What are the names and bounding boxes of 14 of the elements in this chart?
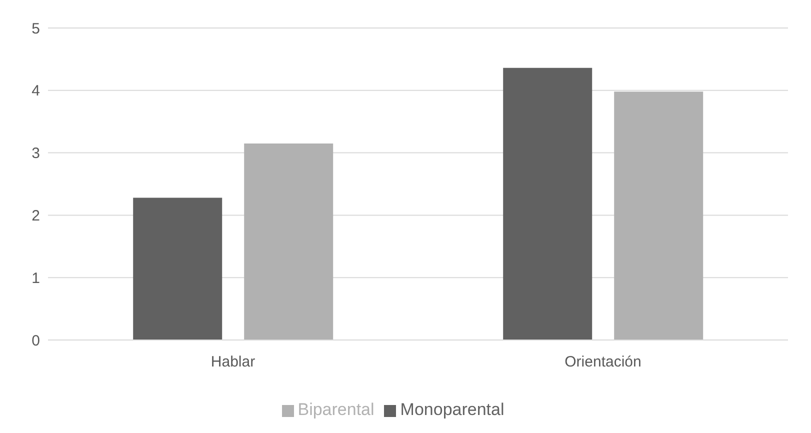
x-tick-label: Hablar	[210, 354, 256, 371]
y-tick-label: 1	[32, 270, 40, 287]
x-tick-label: Orientación	[564, 354, 642, 371]
bar	[133, 198, 222, 340]
y-tick-label: 5	[32, 20, 40, 38]
y-tick-label: 4	[32, 82, 40, 100]
bar	[614, 92, 704, 340]
bar	[503, 68, 592, 340]
legend-label: Biparental	[298, 400, 374, 419]
y-tick-label: 0	[32, 332, 40, 350]
legend-label: Monoparental	[400, 400, 504, 419]
y-tick-label: 2	[32, 208, 40, 225]
y-tick-label: 3	[32, 145, 40, 162]
bar	[244, 143, 334, 340]
